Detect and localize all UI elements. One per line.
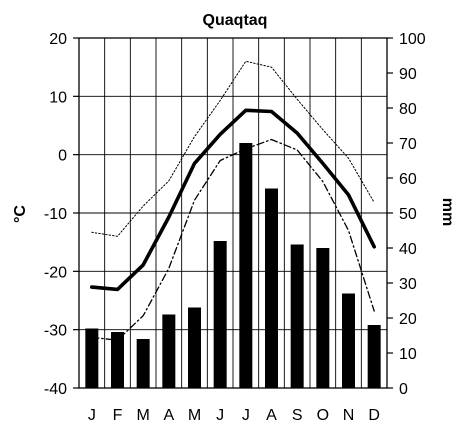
left-tick-label: -20 — [44, 264, 67, 281]
right-tick-label: 60 — [399, 171, 417, 188]
left-tick-label: 20 — [49, 31, 67, 48]
right-tick-label: 100 — [399, 31, 426, 48]
x-tick-label: J — [88, 407, 96, 424]
left-tick-label: 0 — [58, 148, 67, 165]
x-tick-label: N — [343, 407, 355, 424]
x-tick-label: A — [266, 407, 277, 424]
precipitation-bar — [342, 293, 355, 388]
x-tick-label: A — [163, 407, 174, 424]
left-axis-label: °C — [12, 205, 29, 223]
x-tick-label: M — [137, 407, 150, 424]
temperature-lines — [90, 60, 376, 341]
x-tick-label: F — [113, 407, 123, 424]
precipitation-bar — [239, 143, 253, 388]
precipitation-bar — [111, 332, 124, 388]
precipitation-bar — [136, 339, 150, 388]
right-tick-label: 70 — [399, 136, 417, 153]
precipitation-bar — [316, 248, 330, 388]
series-line-max — [91, 60, 375, 237]
precipitation-bar — [85, 328, 99, 388]
precipitation-bar — [213, 241, 227, 388]
right-tick-label: 10 — [399, 346, 417, 363]
left-axis-ticks: -40 -30 -20 -10 0 10 20 — [44, 31, 79, 398]
right-axis-ticks: 0 10 20 30 40 50 60 70 80 90 100 — [387, 31, 426, 398]
series-line-mean — [90, 108, 376, 292]
right-tick-label: 40 — [399, 241, 417, 258]
precipitation-bar — [162, 314, 176, 388]
x-tick-label: J — [216, 407, 224, 424]
x-tick-label: J — [242, 407, 250, 424]
x-tick-label: D — [368, 407, 380, 424]
right-tick-label: 50 — [399, 206, 417, 223]
precipitation-bar — [188, 307, 201, 388]
left-tick-label: 10 — [49, 89, 67, 106]
grid — [79, 38, 387, 388]
precipitation-bar — [367, 325, 381, 388]
left-tick-label: -30 — [44, 323, 67, 340]
right-tick-label: 0 — [399, 381, 408, 398]
left-tick-label: -40 — [44, 381, 67, 398]
x-tick-label: S — [292, 407, 303, 424]
precipitation-bar — [290, 244, 304, 388]
right-tick-label: 80 — [399, 101, 417, 118]
x-tick-label: O — [317, 407, 329, 424]
precipitation-bar — [265, 188, 278, 388]
right-axis-label: mm — [439, 198, 456, 226]
chart-title: Quaqtaq — [203, 12, 268, 29]
x-tick-label: M — [188, 407, 201, 424]
series-line-min — [91, 138, 375, 341]
left-tick-label: -10 — [44, 206, 67, 223]
right-tick-label: 30 — [399, 276, 417, 293]
right-tick-label: 90 — [399, 66, 417, 83]
right-tick-label: 20 — [399, 311, 417, 328]
precipitation-bars — [85, 143, 381, 388]
